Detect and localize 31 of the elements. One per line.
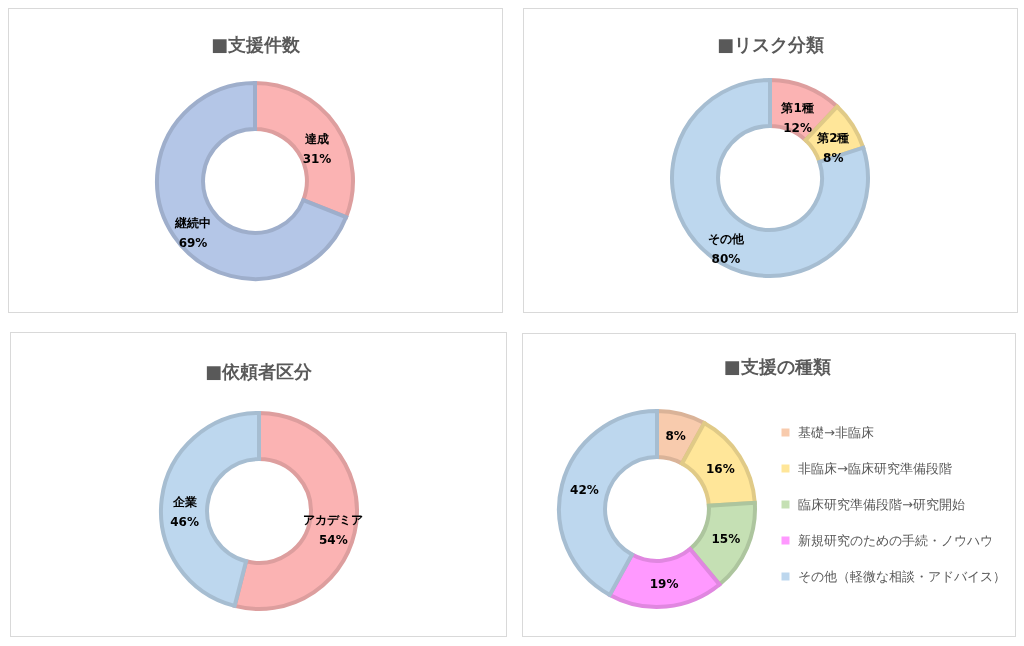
data-label: 8% xyxy=(665,429,686,444)
legend-label: 臨床研究準備段階→研究開始 xyxy=(798,496,965,512)
slice-label: アカデミア xyxy=(303,513,364,528)
chart-title: ■支援件数 xyxy=(210,34,301,55)
legend-label: その他（軽微な相談・アドバイス） xyxy=(798,568,1006,584)
slice-label: 第1種 xyxy=(780,101,814,116)
donut-slice xyxy=(670,78,870,278)
data-label: 54% xyxy=(319,533,348,548)
legend-label: 非臨床→臨床研究準備段階 xyxy=(798,460,952,476)
data-label: 15% xyxy=(711,531,741,546)
data-label: 80% xyxy=(711,251,741,266)
chart-title: ■依頼者区分 xyxy=(204,361,313,382)
donut-slice xyxy=(159,411,261,608)
donut-slice xyxy=(155,81,349,281)
data-label: 8% xyxy=(823,150,844,165)
data-label: 69% xyxy=(178,236,208,251)
slice-label: 継続中 xyxy=(173,216,211,231)
legend-label: 新規研究のための手続・ノウハウ xyxy=(798,532,993,548)
slice-label: その他 xyxy=(707,231,745,246)
slice-label: 企業 xyxy=(171,494,197,509)
data-label: 19% xyxy=(649,576,679,591)
data-label: 42% xyxy=(570,483,599,498)
data-label: 46% xyxy=(170,514,199,529)
data-label: 16% xyxy=(705,461,735,476)
data-label: 12% xyxy=(783,121,812,136)
text: ■支援の種類 xyxy=(723,356,831,377)
legend-label: 基礎→非臨床 xyxy=(798,424,874,440)
data-label: 31% xyxy=(302,151,332,166)
slice-label: 達成 xyxy=(305,131,330,146)
slice-label: 第2種 xyxy=(816,130,850,145)
chart-title: ■リスク分類 xyxy=(716,34,825,55)
